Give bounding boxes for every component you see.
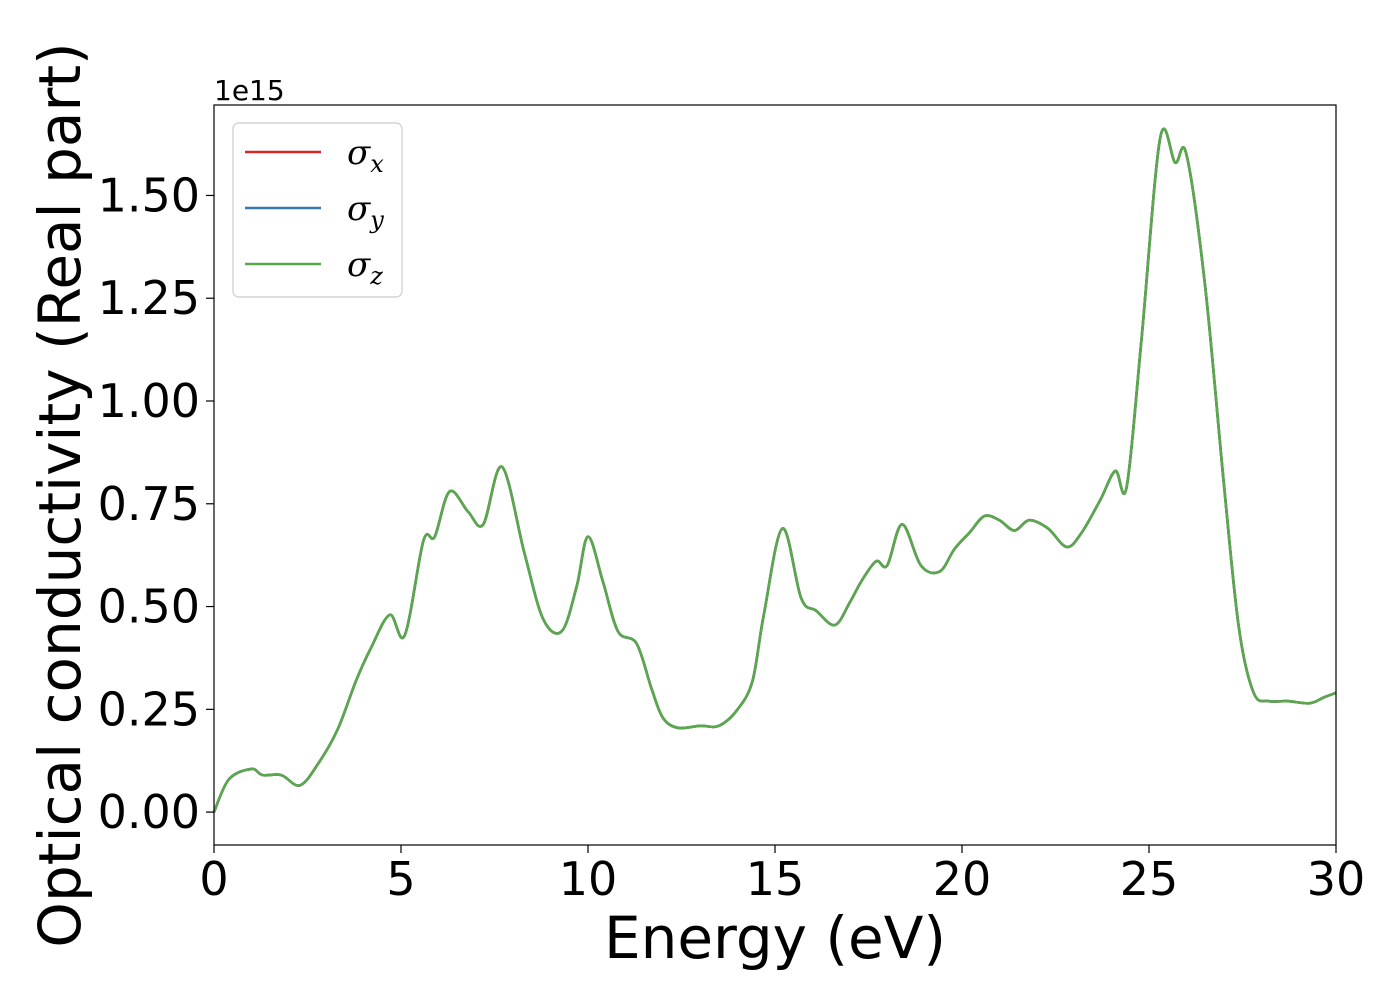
legend-label-subscript: z [369,262,383,290]
y-tick-label: 0.50 [98,580,200,634]
x-tick-label: 5 [386,852,415,906]
x-axis-label: Energy (eV) [604,904,946,972]
y-tick-label: 1.00 [98,374,200,428]
x-tick-label: 30 [1307,852,1366,906]
series-lines [212,127,1337,813]
x-tick-label: 0 [199,852,228,906]
legend-box [232,122,403,298]
y-tick-label: 0.00 [98,785,200,839]
x-tick-label: 25 [1120,852,1179,906]
x-tick-label: 10 [559,852,618,906]
legend-label-subscript: y [369,206,384,234]
legend-label-base: σ [347,189,371,229]
y-axis-label: Optical conductivity (Real part) [26,42,94,947]
x-axis-ticks: 0 5 10 15 20 25 30 [199,845,1365,906]
legend-label-base: σ [347,133,371,173]
legend-label-y: σy [347,189,384,234]
y-axis-offset-label: 1e15 [214,74,285,107]
legend-label-base: σ [347,245,371,285]
y-tick-label: 1.25 [98,271,200,325]
y-axis-ticks: 0.00 0.25 0.50 0.75 1.00 1.25 1.50 [98,168,214,839]
legend-label-subscript: x [370,150,384,178]
y-tick-label: 0.75 [98,477,200,531]
y-tick-label: 0.25 [98,682,200,736]
legend-label-z: σz [347,245,383,290]
x-tick-label: 15 [746,852,805,906]
series-line-z [212,127,1337,813]
x-tick-label: 20 [933,852,992,906]
y-tick-label: 1.50 [98,168,200,222]
legend-label-x: σx [347,133,384,178]
